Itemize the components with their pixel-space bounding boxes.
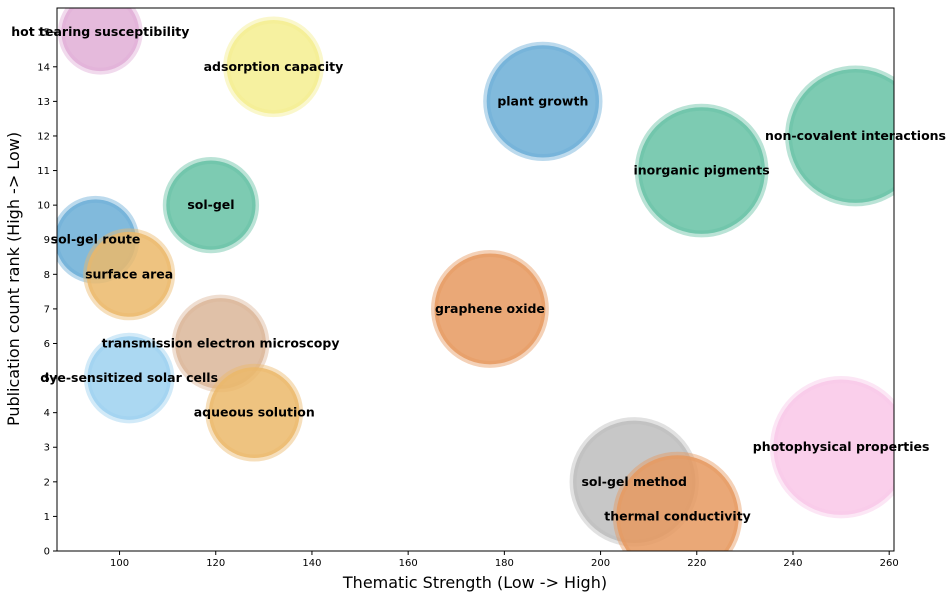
x-tick-label: 260: [880, 558, 899, 569]
y-tick-label: 2: [44, 477, 50, 488]
x-tick-label: 220: [687, 558, 706, 569]
y-axis-title: Publication count rank (High -> Low): [4, 132, 23, 426]
bubble-point: [769, 376, 894, 519]
bubble-label: dye-sensitized solar cells: [40, 370, 218, 385]
y-tick-label: 12: [37, 131, 50, 142]
y-tick-label: 13: [37, 97, 50, 108]
bubble-label: aqueous solution: [194, 405, 315, 420]
bubble-label-layer: hot tearing susceptibility adsorption cap…: [11, 24, 946, 523]
x-tick-label: 120: [206, 558, 225, 569]
bubble-point: [83, 228, 176, 321]
y-tick-label: 5: [44, 374, 50, 385]
bubble-label: surface area: [85, 266, 173, 281]
y-tick-label: 4: [44, 408, 50, 419]
y-tick-label: 9: [44, 235, 50, 246]
bubble-point: [634, 103, 769, 238]
y-tick-label: 11: [37, 166, 50, 177]
bubble-label: graphene oxide: [435, 301, 545, 316]
bubble-label: adsorption capacity: [204, 59, 344, 74]
bubble-point: [205, 363, 304, 462]
bubble-point: [430, 249, 549, 368]
bubble-point: [162, 157, 260, 254]
x-tick-label: 160: [399, 558, 418, 569]
bubble-label: plant growth: [497, 93, 588, 108]
x-tick-label: 200: [591, 558, 610, 569]
bubble-label: sol-gel method: [581, 474, 686, 489]
x-tick-label: 140: [302, 558, 321, 569]
y-tick-label: 10: [37, 201, 50, 212]
bubble-label: inorganic pigments: [633, 163, 769, 178]
y-tick-label: 15: [37, 28, 50, 39]
bubble-point: [612, 451, 743, 551]
plot-frame: [56, 7, 895, 552]
x-tick-label: 180: [495, 558, 514, 569]
y-tick-label: 14: [37, 62, 50, 73]
x-axis-title: Thematic Strength (Low -> High): [342, 573, 607, 592]
bubble-label: hot tearing susceptibility: [11, 24, 189, 39]
y-tick-label: 8: [44, 270, 50, 281]
y-tick-label: 7: [44, 304, 50, 315]
bubble-label: sol-gel route: [51, 232, 141, 247]
bubble-label: thermal conductivity: [604, 508, 751, 523]
y-tick-label: 3: [44, 443, 50, 454]
bubble-label: non-covalent interactions: [765, 128, 946, 143]
bubble-layer: [57, 8, 894, 551]
y-tick-label: 1: [44, 512, 50, 523]
x-tick-label: 240: [783, 558, 802, 569]
y-tick-label: 6: [44, 339, 50, 350]
bubble-point: [785, 65, 894, 207]
bubble-label: photophysical properties: [753, 439, 930, 454]
x-tick-label: 100: [110, 558, 129, 569]
x-axis-ticks: 100 120 140 160 180 200 220 240 260: [110, 551, 899, 569]
bubble-label: transmission electron microscopy: [102, 335, 340, 350]
bubble-point: [483, 41, 603, 162]
bubble-point: [83, 332, 175, 424]
y-tick-label: 0: [44, 547, 50, 558]
bubble-point: [57, 8, 143, 75]
bubble-label: sol-gel: [187, 197, 234, 212]
bubble-point: [223, 16, 324, 118]
